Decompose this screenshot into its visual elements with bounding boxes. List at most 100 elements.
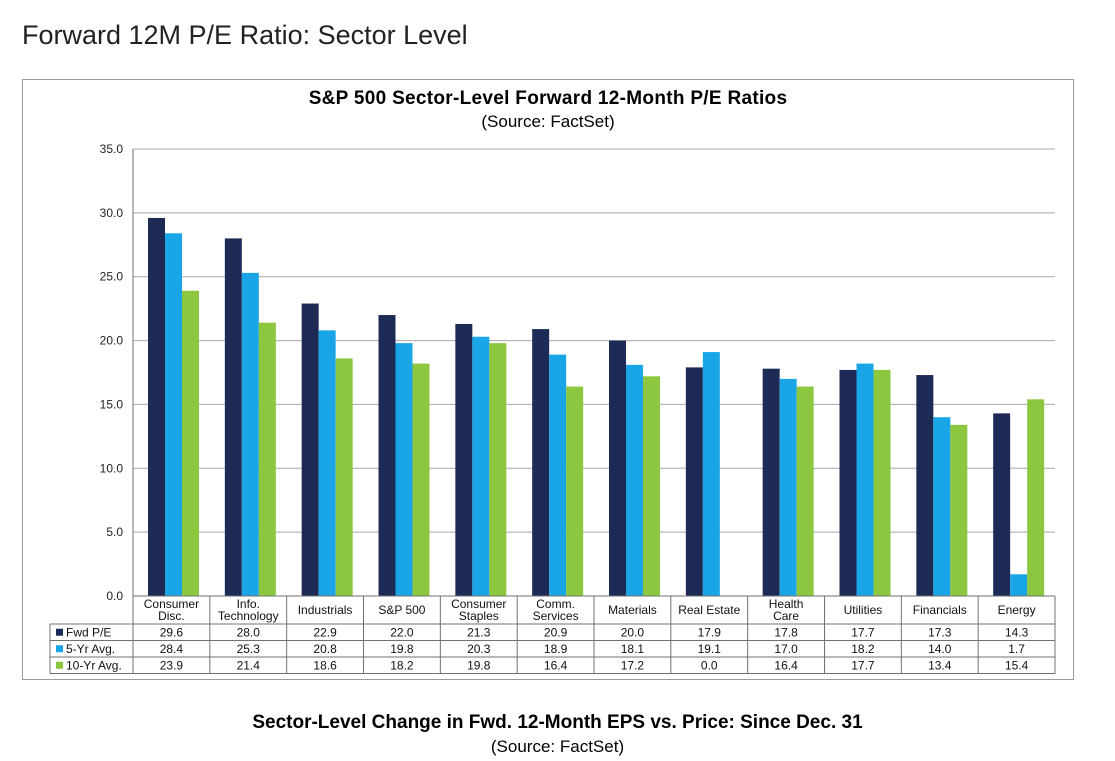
bar [412,363,430,596]
data-value-label: 18.2 [851,642,875,656]
data-value-label: 16.4 [544,658,568,672]
bar [779,378,797,596]
x-category-label: Comm. Services [533,597,579,623]
legend-label: 5-Yr Avg. [66,642,115,656]
bar-chart: 0.0 5.0 10.0 15.0 20.0 25.0 30.0 35.0 Consumer Di… [49,142,1056,674]
y-tick-label: 15.0 [100,397,124,411]
bar [532,329,550,596]
x-category-label: Financials [913,603,967,617]
bar [472,336,490,596]
bar [258,322,276,596]
y-tick-label: 10.0 [100,461,124,475]
bar [873,369,891,596]
data-value-label: 17.2 [621,658,645,672]
bar [626,364,643,596]
x-category-label: Utilities [844,603,883,617]
data-value-label: 22.9 [313,625,337,639]
data-value-label: 25.3 [237,642,261,656]
data-value-label: 19.8 [467,658,491,672]
data-value-label: 18.6 [313,658,337,672]
data-value-label: 13.4 [928,658,952,672]
bar [796,386,814,596]
y-tick-label: 20.0 [100,334,124,348]
bar [685,367,703,596]
data-value-label: 29.6 [160,625,184,639]
bar [224,238,242,596]
data-value-label: 19.1 [698,642,722,656]
bar [1027,399,1045,596]
bar [950,424,968,596]
x-category-label: Real Estate [678,603,740,617]
y-tick-label: 25.0 [100,270,124,284]
data-value-label: 20.8 [313,642,337,656]
bar [182,290,199,596]
bar [489,343,507,596]
data-value-label: 0.0 [701,658,718,672]
x-category-label: S&P 500 [378,603,425,617]
data-value-label: 17.3 [928,625,952,639]
next-chart-subtitle: (Source: FactSet) [490,737,625,756]
x-category-label: Info. Technology [218,597,279,623]
data-value-label: 18.1 [621,642,645,656]
x-category-label: Energy [998,603,1036,617]
y-tick-label: 5.0 [106,525,123,539]
data-value-label: 20.3 [467,642,491,656]
data-value-label: 22.0 [390,625,414,639]
data-value-label: 23.9 [160,658,184,672]
bar [241,272,259,596]
x-category-label: Materials [608,603,657,617]
data-value-label: 21.4 [237,658,261,672]
bar [609,340,626,596]
data-value-label: 18.9 [544,642,568,656]
data-value-label: 17.8 [774,625,798,639]
data-value-label: 19.8 [390,642,414,656]
bar [1010,574,1028,596]
bar [993,413,1011,596]
bar [762,368,780,596]
data-value-label: 17.9 [698,625,722,639]
bar [702,352,720,596]
bar [395,343,413,596]
data-value-label: 14.3 [1005,625,1029,639]
legend-label: Fwd P/E [66,625,111,639]
legend-key [56,628,63,636]
page-title: Forward 12M P/E Ratio: Sector Level [22,20,468,50]
data-value-label: 20.9 [544,625,568,639]
bar [643,376,660,596]
x-category-label: Consumer Staples [451,597,506,623]
x-category-label: Health Care [769,597,804,623]
data-value-label: 14.0 [928,642,952,656]
bar [839,369,857,596]
next-chart-title: Sector-Level Change in Fwd. 12-Month EPS… [252,712,863,733]
data-value-label: 17.7 [851,625,875,639]
y-tick-label: 30.0 [100,206,124,220]
bar [549,354,567,596]
bar [335,358,353,596]
x-category-label: Consumer Disc. [144,597,199,623]
data-value-label: 18.2 [390,658,414,672]
data-value-label: 1.7 [1008,642,1025,656]
chart-title: S&P 500 Sector-Level Forward 12-Month P/… [308,88,788,109]
bar [856,363,874,596]
y-tick-label: 0.0 [106,589,123,603]
bar [148,217,165,597]
bar [566,386,584,596]
data-value-label: 28.4 [160,642,184,656]
chart-frame: S&P 500 Sector-Level Forward 12-Month P/… [22,79,1074,680]
data-value-label: 17.0 [774,642,798,656]
bar [301,303,319,596]
bar [318,330,336,596]
data-value-label: 28.0 [237,625,261,639]
data-value-label: 15.4 [1005,658,1029,672]
data-value-label: 21.3 [467,625,491,639]
legend-label: 10-Yr Avg. [66,658,122,672]
chart-subtitle: (Source: FactSet) [481,112,615,131]
legend-key [56,661,63,669]
x-category-label: Industrials [298,603,353,617]
bar [933,417,951,596]
legend-key [56,645,63,653]
bar [378,315,396,596]
y-tick-label: 35.0 [100,142,124,156]
data-value-label: 17.7 [851,658,875,672]
bar [916,375,934,596]
